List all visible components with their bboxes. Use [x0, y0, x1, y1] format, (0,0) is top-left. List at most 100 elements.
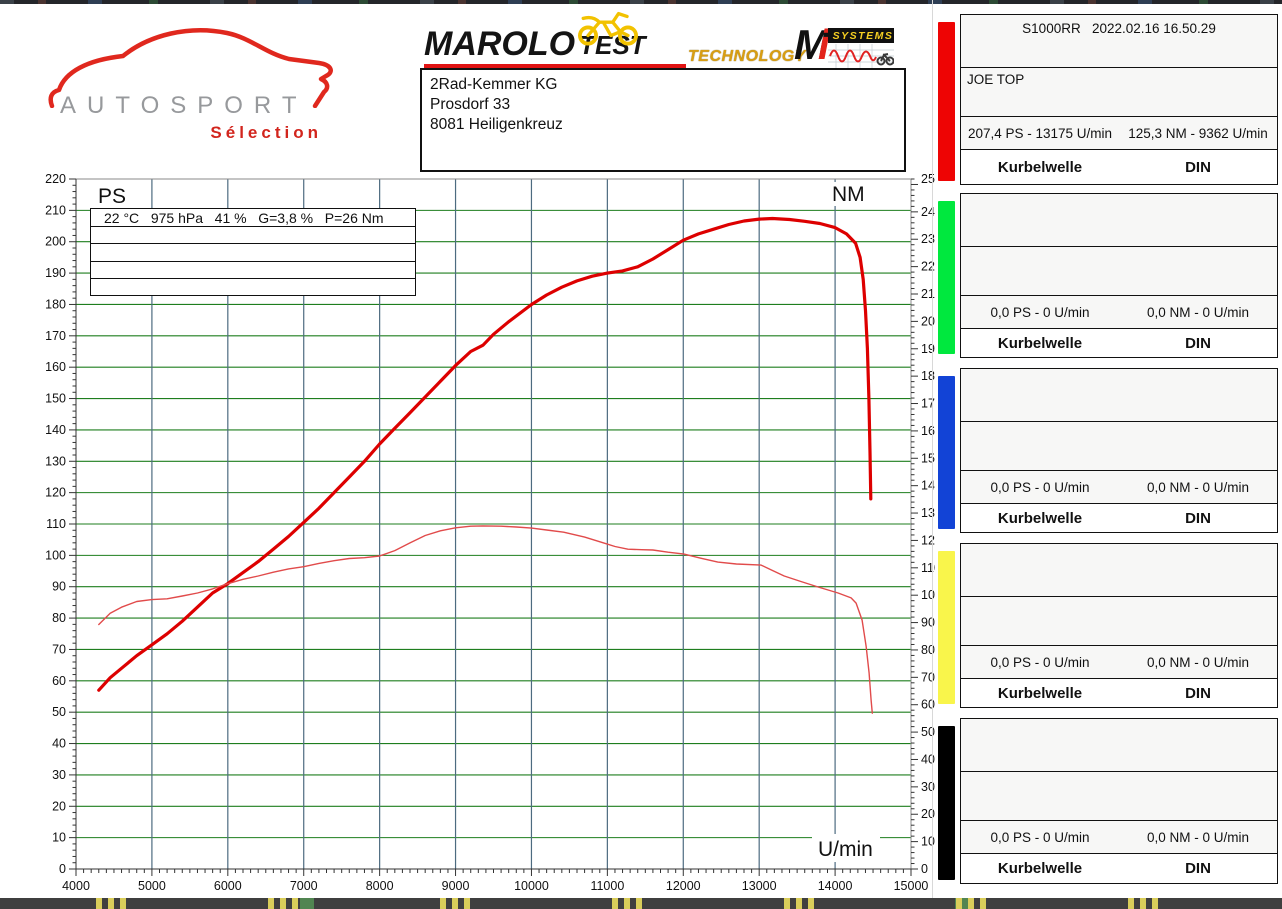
dealer-address-box: 2Rad-Kemmer KG Prosdorf 33 8081 Heiligen…	[420, 68, 906, 172]
run-color-bar-blue[interactable]	[938, 376, 955, 529]
technology-label: TECHNOLOGY	[688, 48, 806, 65]
svg-text:160: 160	[45, 360, 66, 374]
svg-text:252: 252	[921, 172, 935, 186]
svg-text:8000: 8000	[366, 879, 394, 893]
run-panel-5[interactable]: 0,0 PS - 0 U/min 0,0 NM - 0 U/min Kurbel…	[960, 718, 1278, 884]
autosport-selection-label: Sélection	[210, 123, 322, 142]
svg-text:90: 90	[921, 616, 935, 630]
svg-text:200: 200	[921, 314, 935, 328]
svg-text:U/min: U/min	[818, 838, 873, 861]
din-label: DIN	[1185, 158, 1211, 176]
run-torque-value: 0,0 NM - 0 U/min	[1146, 479, 1250, 495]
svg-text:70: 70	[52, 642, 66, 656]
svg-text:13000: 13000	[742, 879, 777, 893]
run-color-bar-black[interactable]	[938, 726, 955, 880]
environment-info-box: 22 °C 975 hPa 41 % G=3,8 % P=26 Nm	[90, 208, 416, 296]
address-line: 8081 Heiligenkreuz	[430, 116, 563, 133]
run-torque-value: 0,0 NM - 0 U/min	[1146, 829, 1250, 845]
run-panel-2[interactable]: 0,0 PS - 0 U/min 0,0 NM - 0 U/min Kurbel…	[960, 193, 1278, 358]
svg-text:14000: 14000	[818, 879, 853, 893]
mi-systems-logo: M i SYSTEMS	[794, 24, 894, 68]
run-power-value: 207,4 PS - 13175 U/min	[967, 125, 1113, 141]
autosport-wordmark: AUTOSPORT	[60, 92, 308, 119]
svg-text:0: 0	[59, 862, 66, 876]
din-label: DIN	[1185, 860, 1211, 877]
svg-text:180: 180	[45, 297, 66, 311]
autosport-logo: AUTOSPORT Sélection	[38, 22, 348, 152]
environment-empty-row	[91, 226, 415, 243]
svg-text:10: 10	[52, 831, 66, 845]
svg-text:100: 100	[45, 548, 66, 562]
environment-empty-row	[91, 260, 415, 278]
mi-letter-i: i	[818, 21, 830, 68]
din-label: DIN	[1185, 684, 1211, 702]
svg-text:190: 190	[921, 342, 935, 356]
environment-empty-row	[91, 277, 415, 295]
mi-letter-m: M	[794, 21, 829, 68]
address-line: 2Rad-Kemmer KG	[430, 76, 558, 93]
marolo-underline-divider	[424, 64, 686, 68]
run-panel-4[interactable]: 0,0 PS - 0 U/min 0,0 NM - 0 U/min Kurbel…	[960, 543, 1278, 708]
svg-text:150: 150	[45, 392, 66, 406]
svg-text:50: 50	[52, 705, 66, 719]
run-torque-value: 125,3 NM - 9362 U/min	[1128, 125, 1268, 141]
svg-text:130: 130	[45, 454, 66, 468]
svg-text:200: 200	[45, 235, 66, 249]
kurbelwelle-label: Kurbelwelle	[997, 158, 1083, 176]
run-color-bar-yellow[interactable]	[938, 551, 955, 704]
svg-text:20: 20	[52, 799, 66, 813]
svg-text:240: 240	[921, 205, 935, 219]
svg-text:110: 110	[46, 517, 66, 531]
run-color-bar-green[interactable]	[938, 201, 955, 354]
svg-text:90: 90	[52, 580, 66, 594]
kurbelwelle-label: Kurbelwelle	[997, 684, 1083, 702]
svg-text:210: 210	[45, 203, 66, 217]
svg-text:150: 150	[921, 451, 935, 465]
svg-text:15000: 15000	[894, 879, 929, 893]
run-panel-1[interactable]: S1000RR 2022.02.16 16.50.29 JOE TOP 207,…	[960, 14, 1278, 185]
svg-text:30: 30	[921, 780, 935, 794]
run-power-value: 0,0 PS - 0 U/min	[990, 654, 1090, 670]
svg-text:220: 220	[45, 172, 66, 186]
svg-text:210: 210	[921, 287, 935, 301]
mi-wave-icon	[827, 44, 894, 68]
svg-text:20: 20	[921, 807, 935, 821]
svg-text:100: 100	[921, 588, 935, 602]
kurbelwelle-label: Kurbelwelle	[997, 509, 1083, 527]
svg-text:110: 110	[921, 561, 935, 575]
svg-text:4000: 4000	[62, 879, 90, 893]
chart-panel-separator	[932, 0, 933, 898]
address-line: Prosdorf 33	[430, 96, 511, 113]
kurbelwelle-label: Kurbelwelle	[997, 334, 1083, 352]
svg-text:120: 120	[45, 486, 66, 500]
svg-text:10000: 10000	[514, 879, 549, 893]
run-panel-3[interactable]: 0,0 PS - 0 U/min 0,0 NM - 0 U/min Kurbel…	[960, 368, 1278, 533]
svg-text:140: 140	[45, 423, 66, 437]
svg-text:12000: 12000	[666, 879, 701, 893]
svg-text:230: 230	[921, 232, 935, 246]
svg-text:80: 80	[52, 611, 66, 625]
svg-text:5000: 5000	[138, 879, 166, 893]
svg-text:6000: 6000	[214, 879, 242, 893]
run-power-value: 0,0 PS - 0 U/min	[990, 304, 1090, 320]
mi-mini-motorcycle-icon	[876, 53, 894, 66]
run-header	[961, 544, 1277, 596]
svg-text:80: 80	[921, 643, 935, 657]
svg-text:10: 10	[921, 835, 935, 849]
run-color-bar-red[interactable]	[938, 22, 955, 181]
svg-text:170: 170	[921, 397, 935, 411]
run-header	[961, 194, 1277, 246]
run-header: S1000RR 2022.02.16 16.50.29	[961, 15, 1277, 67]
svg-text:9000: 9000	[442, 879, 470, 893]
svg-text:140: 140	[921, 479, 935, 493]
svg-text:60: 60	[52, 674, 66, 688]
svg-text:0: 0	[921, 862, 928, 876]
run-torque-value: 0,0 NM - 0 U/min	[1146, 654, 1250, 670]
svg-text:7000: 7000	[290, 879, 318, 893]
taskbar-edge-strip	[0, 898, 1282, 909]
run-torque-value: 0,0 NM - 0 U/min	[1146, 304, 1250, 320]
svg-text:70: 70	[921, 670, 935, 684]
svg-text:60: 60	[921, 698, 935, 712]
run-header	[961, 719, 1277, 771]
svg-text:50: 50	[921, 725, 935, 739]
